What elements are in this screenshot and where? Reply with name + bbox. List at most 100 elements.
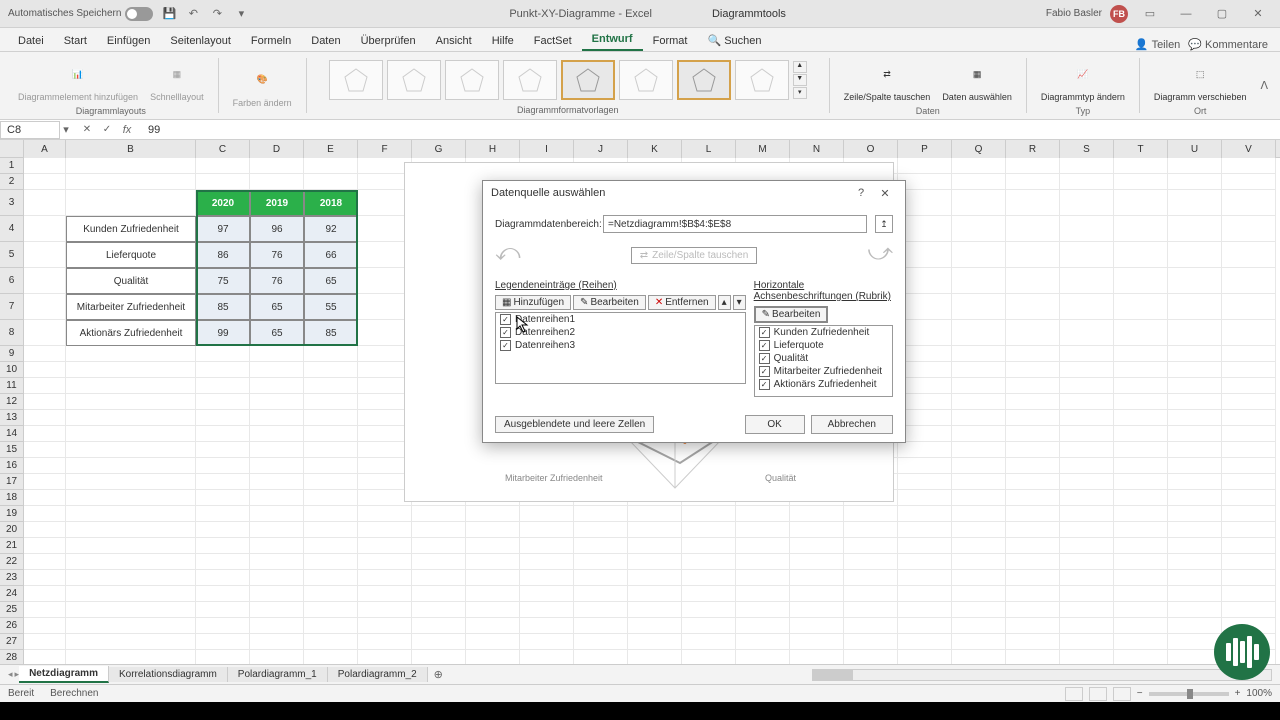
cell[interactable]	[304, 346, 358, 362]
cell[interactable]	[628, 570, 682, 586]
cell[interactable]	[412, 554, 466, 570]
change-chart-type-button[interactable]: 📈 Diagrammtyp ändern	[1037, 56, 1129, 104]
cell[interactable]	[1060, 634, 1114, 650]
column-header[interactable]: F	[358, 140, 412, 158]
cell[interactable]	[1006, 634, 1060, 650]
save-icon[interactable]: 💾	[161, 6, 177, 22]
cell[interactable]	[304, 174, 358, 190]
cell[interactable]	[24, 618, 66, 634]
cell[interactable]	[844, 554, 898, 570]
chart-style-1[interactable]	[329, 60, 383, 100]
cell[interactable]	[466, 586, 520, 602]
cell[interactable]	[1060, 320, 1114, 346]
cell[interactable]	[952, 474, 1006, 490]
cell[interactable]	[196, 158, 250, 174]
cell[interactable]	[250, 602, 304, 618]
sheet-tab-netzdiagramm[interactable]: Netzdiagramm	[19, 666, 109, 683]
cell[interactable]: 85	[196, 294, 250, 320]
cell[interactable]	[952, 554, 1006, 570]
minimize-icon[interactable]: —	[1172, 4, 1200, 24]
cell[interactable]	[628, 522, 682, 538]
cell[interactable]	[358, 570, 412, 586]
cell[interactable]	[1114, 586, 1168, 602]
cell[interactable]	[196, 634, 250, 650]
cell[interactable]	[66, 490, 196, 506]
cell[interactable]	[1060, 216, 1114, 242]
cell[interactable]	[682, 586, 736, 602]
tab-seitenlayout[interactable]: Seitenlayout	[160, 31, 241, 51]
cell[interactable]	[1168, 294, 1222, 320]
cell[interactable]	[520, 570, 574, 586]
search-tab[interactable]: 🔍 Suchen	[697, 30, 771, 51]
cell[interactable]	[304, 538, 358, 554]
select-all-corner[interactable]	[0, 140, 24, 158]
cell[interactable]	[304, 602, 358, 618]
cell[interactable]	[790, 538, 844, 554]
cell[interactable]	[250, 506, 304, 522]
cell[interactable]	[1114, 538, 1168, 554]
cell[interactable]	[1114, 650, 1168, 664]
column-header[interactable]: M	[736, 140, 790, 158]
cell[interactable]	[250, 538, 304, 554]
cell[interactable]	[24, 362, 66, 378]
cell[interactable]	[1168, 538, 1222, 554]
cell[interactable]	[358, 602, 412, 618]
name-box-dropdown[interactable]: ▾	[60, 123, 72, 136]
cell[interactable]	[1114, 410, 1168, 426]
cell[interactable]	[1222, 506, 1276, 522]
cell[interactable]: 55	[304, 294, 358, 320]
cell[interactable]	[1168, 554, 1222, 570]
cell[interactable]	[1168, 490, 1222, 506]
cell[interactable]: Aktionärs Zufriedenheit	[66, 320, 196, 346]
cell[interactable]	[250, 474, 304, 490]
row-header[interactable]: 27	[0, 634, 24, 650]
cell[interactable]: 65	[250, 294, 304, 320]
dialog-help-icon[interactable]: ?	[849, 187, 873, 199]
cell[interactable]	[844, 602, 898, 618]
cell[interactable]	[24, 378, 66, 394]
hidden-cells-button[interactable]: Ausgeblendete und leere Zellen	[495, 416, 654, 433]
cell[interactable]	[66, 474, 196, 490]
cell[interactable]	[412, 522, 466, 538]
cell[interactable]	[24, 442, 66, 458]
cell[interactable]	[196, 362, 250, 378]
cell[interactable]	[66, 394, 196, 410]
cell[interactable]	[1222, 570, 1276, 586]
chart-style-8[interactable]	[735, 60, 789, 100]
cell[interactable]	[66, 458, 196, 474]
cell[interactable]	[1006, 346, 1060, 362]
cell[interactable]	[952, 320, 1006, 346]
collapse-ribbon-icon[interactable]: ᐱ	[1256, 75, 1272, 96]
cell[interactable]	[790, 554, 844, 570]
cell[interactable]	[250, 634, 304, 650]
cell[interactable]	[898, 522, 952, 538]
cell[interactable]	[1060, 346, 1114, 362]
cell[interactable]	[844, 650, 898, 664]
cell[interactable]	[1006, 554, 1060, 570]
cell[interactable]	[1114, 394, 1168, 410]
cell[interactable]	[1006, 538, 1060, 554]
cell[interactable]	[196, 174, 250, 190]
accept-formula-icon[interactable]: ✓	[98, 122, 116, 138]
cell[interactable]	[1114, 618, 1168, 634]
cell[interactable]	[304, 554, 358, 570]
cell[interactable]	[250, 426, 304, 442]
swap-row-col-button[interactable]: ⇄ Zeile/Spalte tauschen	[631, 247, 758, 264]
formula-bar[interactable]: 99	[142, 121, 1280, 139]
cell[interactable]	[24, 570, 66, 586]
cell[interactable]	[196, 394, 250, 410]
cell[interactable]	[1168, 242, 1222, 268]
cell[interactable]	[1114, 294, 1168, 320]
checkbox-icon[interactable]: ✓	[500, 340, 511, 351]
cell[interactable]	[898, 158, 952, 174]
cell[interactable]	[952, 190, 1006, 216]
cell[interactable]	[250, 410, 304, 426]
cell[interactable]	[24, 268, 66, 294]
cell[interactable]	[66, 158, 196, 174]
cell[interactable]: 65	[304, 268, 358, 294]
cell[interactable]	[24, 602, 66, 618]
cell[interactable]	[898, 490, 952, 506]
cell[interactable]	[24, 634, 66, 650]
cell[interactable]: 97	[196, 216, 250, 242]
cell[interactable]	[250, 554, 304, 570]
